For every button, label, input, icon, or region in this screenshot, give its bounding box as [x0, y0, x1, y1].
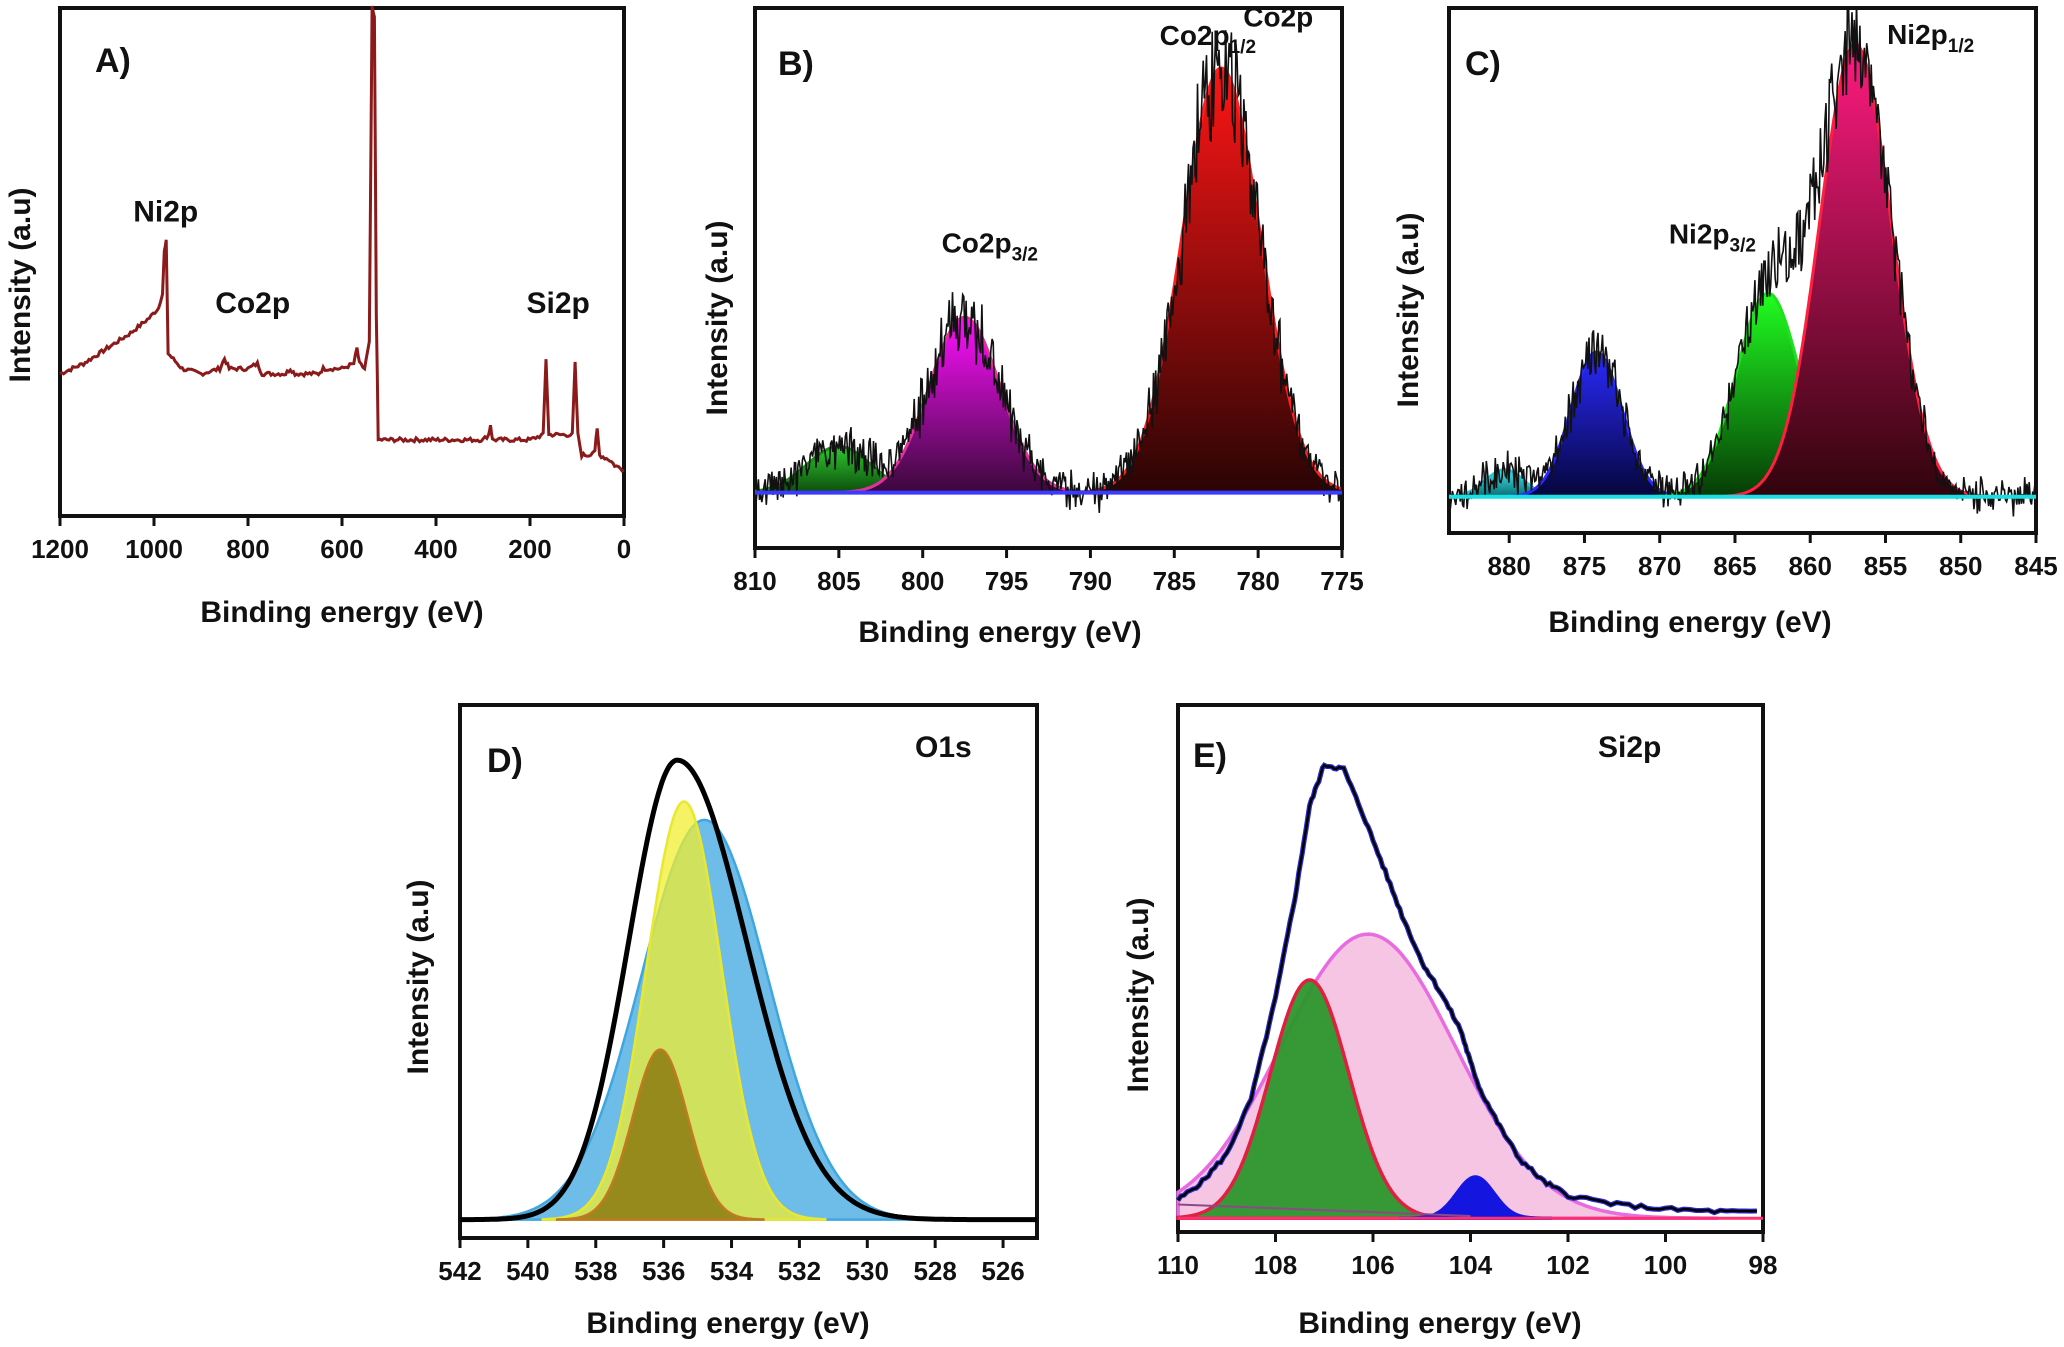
raw-spectrum-line — [755, 30, 1342, 513]
x-tick-label: 800 — [901, 566, 944, 596]
panel-e-title: Si2p — [1598, 731, 1661, 764]
x-tick-label: 106 — [1351, 1250, 1394, 1280]
peak-annotation: Co2p — [1243, 1, 1313, 32]
x-tick-label: 795 — [985, 566, 1028, 596]
x-tick-label: 110 — [1157, 1250, 1199, 1280]
panel-a-annotations: Ni2pCo2pO1sSi2p — [133, 195, 590, 320]
x-tick-label: 845 — [2014, 551, 2057, 581]
peak-annotation: Ni2p1/2 — [1887, 19, 1974, 57]
panel-c-x-ticks: 880 875 870 865 860 855 850 845 — [1488, 533, 2058, 581]
panel-d: 542 540 538 536 534 532 530 528 526 D) O1s Bindi… — [402, 703, 1039, 1340]
x-tick-label: 542 — [438, 1256, 481, 1286]
panel-d-x-ticks: 542 540 538 536 534 532 530 528 526 — [438, 1238, 1025, 1286]
x-tick-label: 790 — [1069, 566, 1112, 596]
envelope-line — [1176, 763, 1757, 1215]
panel-b-x-axis-label: Binding energy (eV) — [858, 616, 1141, 649]
x-tick-label: 200 — [508, 534, 551, 564]
x-tick-label: 1200 — [31, 534, 89, 564]
x-tick-label: 780 — [1236, 566, 1279, 596]
panel-c-y-axis-label: Intensity (a.u) — [1392, 212, 1425, 407]
panel-d-title: O1s — [915, 731, 972, 764]
panel-c-x-axis-label: Binding energy (eV) — [1548, 606, 1831, 639]
x-tick-label: 870 — [1638, 551, 1681, 581]
panel-e: 110 108 106 104 102 100 98 E) Si2p Binding ene… — [1122, 703, 1777, 1340]
panel-e-x-axis-label: Binding energy (eV) — [1298, 1307, 1581, 1340]
panel-b: 810 805 800 795 790 785 780 775 Co2p3/2 Co2p1/2C… — [701, 1, 1364, 649]
background-line — [1177, 1203, 1471, 1217]
panel-a-frame — [58, 6, 626, 518]
x-tick-label: 810 — [733, 566, 776, 596]
panel-a-plot-area — [59, 5, 625, 473]
panel-e-label: E) — [1193, 737, 1227, 775]
raw-spectrum-line — [1449, 8, 2036, 517]
panel-c-plot-area — [1449, 8, 2036, 517]
x-tick-label: 536 — [642, 1256, 685, 1286]
x-tick-label: 805 — [817, 566, 860, 596]
panel-e-x-ticks: 110 108 106 104 102 100 98 — [1157, 1232, 1777, 1280]
peak-annotation: Si2p — [527, 287, 590, 320]
x-tick-label: 526 — [981, 1256, 1024, 1286]
x-tick-label: 540 — [506, 1256, 549, 1286]
x-tick-label: 100 — [1644, 1250, 1687, 1280]
x-tick-label: 785 — [1153, 566, 1196, 596]
x-tick-label: 538 — [574, 1256, 617, 1286]
panel-d-frame — [458, 703, 1039, 1240]
panel-e-y-axis-label: Intensity (a.u) — [1122, 897, 1155, 1092]
panel-b-x-ticks: 810 805 800 795 790 785 780 775 — [733, 548, 1364, 596]
x-tick-label: 880 — [1488, 551, 1531, 581]
x-tick-label: 1000 — [125, 534, 183, 564]
x-tick-label: 865 — [1713, 551, 1756, 581]
panel-d-x-axis-label: Binding energy (eV) — [586, 1307, 869, 1340]
x-tick-label: 98 — [1749, 1250, 1778, 1280]
x-tick-label: 775 — [1320, 566, 1363, 596]
panel-b-label: B) — [778, 45, 814, 83]
peak-annotation: Ni2p3/2 — [1669, 218, 1756, 256]
envelope-line — [460, 757, 1037, 1223]
survey-spectrum-line — [59, 5, 625, 473]
x-tick-label: 855 — [1864, 551, 1907, 581]
panel-b-frame — [753, 6, 1344, 550]
panel-b-plot-area — [755, 30, 1342, 513]
x-tick-label: 860 — [1789, 551, 1832, 581]
x-tick-label: 104 — [1449, 1250, 1493, 1280]
panel-d-plot-area — [460, 757, 1037, 1223]
fitted-peak — [555, 1048, 765, 1221]
panel-a-x-axis-label: Binding energy (eV) — [200, 596, 483, 629]
panel-c: 880 875 870 865 860 855 850 845 Ni2p3/2Ni2p1/2 … — [1392, 6, 2058, 639]
x-tick-label: 102 — [1546, 1250, 1589, 1280]
x-tick-label: 528 — [913, 1256, 956, 1286]
x-tick-label: 0 — [617, 534, 631, 564]
peak-annotation: Ni2p — [133, 195, 198, 228]
panel-d-y-axis-label: Intensity (a.u) — [402, 879, 435, 1074]
peak-annotation: Co2p3/2 — [942, 228, 1038, 266]
panel-e-plot-area — [1175, 762, 1763, 1221]
x-tick-label: 108 — [1254, 1250, 1297, 1280]
peak-annotation: Co2p1/2 — [1160, 20, 1256, 58]
x-tick-label: 532 — [778, 1256, 821, 1286]
x-tick-label: 800 — [226, 534, 269, 564]
x-tick-label: 530 — [846, 1256, 889, 1286]
fitted-peak — [1072, 66, 1342, 495]
x-tick-label: 850 — [1939, 551, 1982, 581]
fitted-peak — [541, 800, 827, 1221]
x-tick-label: 534 — [710, 1256, 754, 1286]
x-tick-label: 400 — [414, 534, 457, 564]
panel-b-y-axis-label: Intensity (a.u) — [701, 220, 734, 415]
panel-c-label: C) — [1465, 45, 1501, 83]
panel-a-label: A) — [95, 42, 131, 80]
panel-c-frame — [1447, 6, 2038, 535]
x-tick-label: 600 — [320, 534, 363, 564]
panel-a-x-ticks: 1200 1000 800 600 400 200 0 — [31, 516, 631, 564]
panel-d-label: D) — [487, 742, 523, 780]
x-tick-label: 875 — [1563, 551, 1606, 581]
panel-a-y-axis-label: Intensity (a.u) — [4, 187, 37, 382]
peak-annotation: Co2p — [215, 287, 290, 320]
